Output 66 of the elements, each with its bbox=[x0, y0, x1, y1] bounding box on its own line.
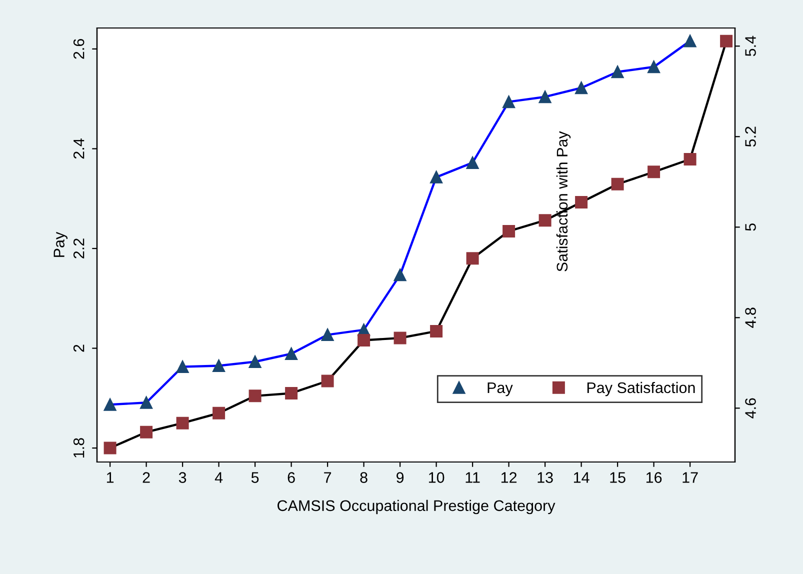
point bbox=[684, 152, 696, 166]
legend-label: Pay Satisfaction bbox=[587, 382, 695, 396]
point bbox=[248, 355, 262, 368]
x-tick-label: 10 bbox=[428, 472, 444, 483]
y2-tick-label: 4.8 bbox=[745, 308, 756, 328]
y2-axis-title: Satisfaction with Pay bbox=[556, 131, 571, 272]
x-tick-label: 12 bbox=[501, 472, 517, 483]
point bbox=[538, 214, 552, 227]
y-tick-label: 2.4 bbox=[73, 138, 84, 159]
point bbox=[285, 386, 298, 400]
x-tick-label: 9 bbox=[396, 472, 404, 483]
x-axis-title: CAMSIS Occupational Prestige Category bbox=[278, 500, 556, 514]
x-tick-label: 7 bbox=[324, 472, 332, 483]
point bbox=[248, 390, 262, 402]
y2-tick-label: 5.4 bbox=[745, 36, 756, 56]
y2-tick-label: 5 bbox=[745, 224, 756, 231]
y-tick-label: 1.8 bbox=[73, 438, 84, 458]
point bbox=[140, 426, 153, 438]
x-tick-label: 14 bbox=[574, 472, 590, 483]
point bbox=[611, 66, 624, 78]
x-tick-label: 3 bbox=[178, 472, 186, 483]
x-tick-label: 17 bbox=[682, 472, 698, 483]
x-tick-label: 4 bbox=[214, 472, 223, 483]
point bbox=[358, 334, 370, 347]
point bbox=[538, 90, 552, 104]
point bbox=[321, 374, 334, 388]
point bbox=[466, 252, 479, 265]
x-tick-label: 15 bbox=[610, 472, 626, 483]
y-tick-label: 2.2 bbox=[73, 238, 84, 258]
point bbox=[502, 224, 516, 238]
point bbox=[502, 96, 516, 108]
x-tick-label: 11 bbox=[466, 472, 480, 483]
point bbox=[394, 332, 406, 344]
point bbox=[176, 360, 189, 373]
point bbox=[212, 406, 226, 420]
y2-tick-label: 4.6 bbox=[745, 398, 756, 418]
point bbox=[430, 170, 443, 184]
point bbox=[720, 34, 733, 48]
y-axis-title: Pay bbox=[54, 232, 68, 257]
point bbox=[212, 359, 226, 372]
x-tick-label: 6 bbox=[288, 472, 295, 483]
y2-tick-label: 5.2 bbox=[745, 126, 756, 147]
point bbox=[394, 268, 406, 282]
point bbox=[104, 398, 116, 411]
point bbox=[285, 348, 298, 360]
point bbox=[176, 416, 189, 430]
x-tick-label: 5 bbox=[251, 472, 259, 483]
y-tick-label: 2 bbox=[73, 344, 84, 352]
point bbox=[575, 196, 588, 208]
point bbox=[575, 82, 588, 94]
x-tick-label: 1 bbox=[106, 472, 114, 483]
point bbox=[684, 34, 696, 48]
legend-label: Pay bbox=[488, 382, 513, 396]
point bbox=[466, 156, 479, 169]
point bbox=[140, 396, 153, 409]
x-tick-label: 16 bbox=[646, 472, 662, 483]
x-tick-label: 2 bbox=[142, 472, 150, 483]
point bbox=[430, 324, 443, 338]
x-tick-label: 13 bbox=[538, 472, 553, 483]
point bbox=[648, 60, 660, 74]
point bbox=[321, 328, 334, 342]
y-tick-label: 2.6 bbox=[73, 39, 84, 59]
point bbox=[104, 442, 116, 454]
x-tick-label: 8 bbox=[360, 472, 368, 483]
point bbox=[648, 166, 660, 178]
point bbox=[611, 178, 624, 190]
